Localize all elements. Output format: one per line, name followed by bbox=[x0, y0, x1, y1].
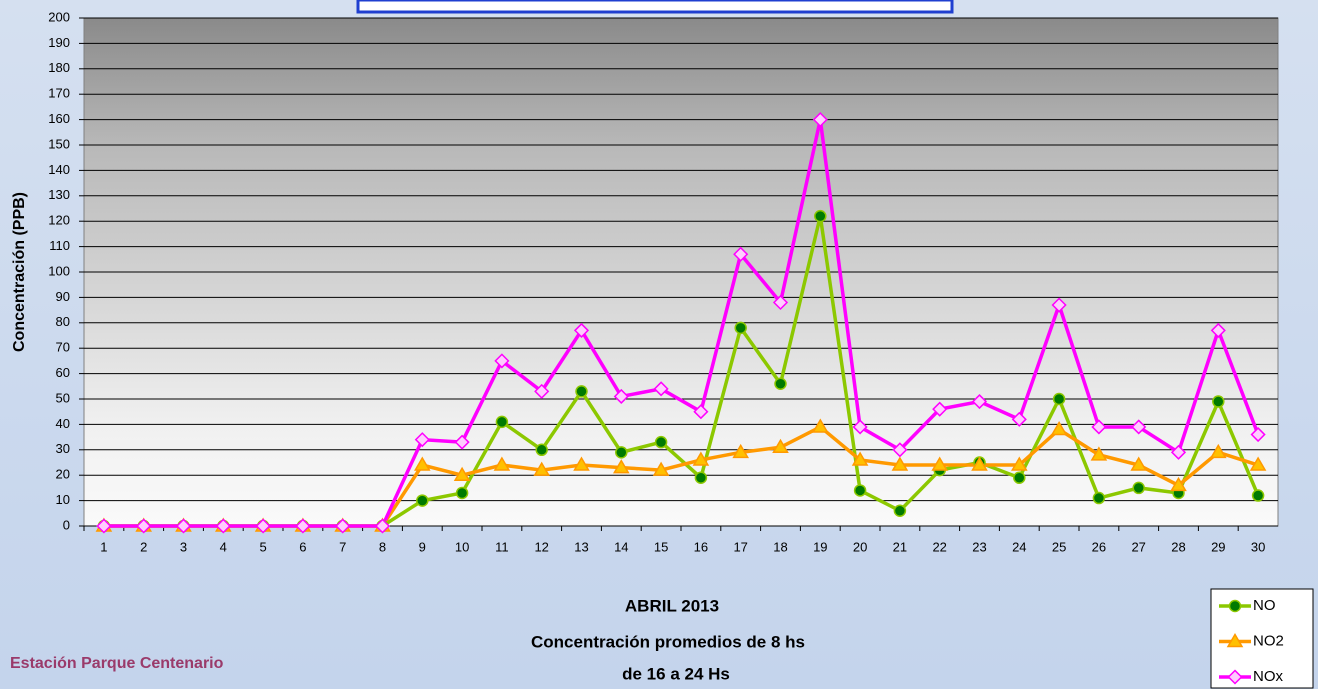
y-tick-label: 70 bbox=[56, 340, 70, 355]
data-point bbox=[1054, 394, 1065, 405]
data-point bbox=[417, 495, 428, 506]
x-tick-label: 21 bbox=[893, 539, 907, 554]
x-tick-label: 3 bbox=[180, 539, 187, 554]
subtitle: de 16 a 24 Hs bbox=[622, 664, 730, 683]
y-tick-label: 150 bbox=[48, 136, 70, 151]
data-point bbox=[1093, 493, 1104, 504]
x-tick-label: 28 bbox=[1171, 539, 1185, 554]
y-tick-label: 60 bbox=[56, 365, 70, 380]
x-tick-label: 13 bbox=[574, 539, 588, 554]
y-tick-label: 50 bbox=[56, 390, 70, 405]
data-point bbox=[656, 437, 667, 448]
y-tick-label: 130 bbox=[48, 187, 70, 202]
x-tick-label: 23 bbox=[972, 539, 986, 554]
chart-title: ABRIL 2013 bbox=[625, 596, 719, 615]
legend-marker bbox=[1230, 601, 1241, 612]
x-tick-label: 25 bbox=[1052, 539, 1066, 554]
x-tick-label: 17 bbox=[733, 539, 747, 554]
y-tick-label: 120 bbox=[48, 213, 70, 228]
y-tick-label: 10 bbox=[56, 492, 70, 507]
x-tick-label: 30 bbox=[1251, 539, 1265, 554]
x-tick-label: 24 bbox=[1012, 539, 1026, 554]
legend-label: NOx bbox=[1253, 668, 1284, 685]
x-tick-label: 8 bbox=[379, 539, 386, 554]
data-point bbox=[616, 447, 627, 458]
y-tick-label: 200 bbox=[48, 9, 70, 24]
x-tick-label: 4 bbox=[220, 539, 227, 554]
data-point bbox=[775, 378, 786, 389]
y-tick-label: 90 bbox=[56, 289, 70, 304]
x-tick-label: 18 bbox=[773, 539, 787, 554]
y-tick-label: 80 bbox=[56, 314, 70, 329]
data-point bbox=[1133, 482, 1144, 493]
y-tick-label: 170 bbox=[48, 86, 70, 101]
x-tick-label: 9 bbox=[419, 539, 426, 554]
data-point bbox=[576, 386, 587, 397]
x-tick-label: 29 bbox=[1211, 539, 1225, 554]
data-point bbox=[735, 322, 746, 333]
data-point bbox=[894, 505, 905, 516]
x-tick-label: 20 bbox=[853, 539, 867, 554]
x-tick-label: 6 bbox=[299, 539, 306, 554]
data-point bbox=[496, 416, 507, 427]
chart: Concentración (PPB) ABRIL 2013 Concentra… bbox=[0, 0, 1318, 689]
x-tick-label: 26 bbox=[1092, 539, 1106, 554]
data-point bbox=[536, 444, 547, 455]
y-tick-label: 100 bbox=[48, 263, 70, 278]
y-tick-label: 180 bbox=[48, 60, 70, 75]
title-box bbox=[358, 0, 952, 12]
data-point bbox=[1213, 396, 1224, 407]
x-tick-label: 7 bbox=[339, 539, 346, 554]
y-tick-label: 140 bbox=[48, 162, 70, 177]
x-tick-label: 27 bbox=[1131, 539, 1145, 554]
data-point bbox=[815, 211, 826, 222]
x-tick-label: 19 bbox=[813, 539, 827, 554]
x-tick-label: 14 bbox=[614, 539, 628, 554]
data-point bbox=[855, 485, 866, 496]
x-tick-label: 22 bbox=[932, 539, 946, 554]
y-tick-label: 110 bbox=[49, 238, 70, 253]
data-point bbox=[1014, 472, 1025, 483]
x-tick-label: 5 bbox=[259, 539, 266, 554]
data-point bbox=[695, 472, 706, 483]
legend-label: NO2 bbox=[1253, 632, 1284, 649]
x-tick-label: 10 bbox=[455, 539, 469, 554]
y-tick-label: 40 bbox=[56, 416, 70, 431]
x-tick-label: 15 bbox=[654, 539, 668, 554]
y-tick-label: 190 bbox=[48, 35, 70, 50]
y-tick-label: 160 bbox=[48, 111, 70, 126]
x-tick-label: 1 bbox=[100, 539, 107, 554]
y-tick-label: 0 bbox=[63, 517, 70, 532]
station-label: Estación Parque Centenario bbox=[10, 655, 224, 672]
subtitle: Concentración promedios de 8 hs bbox=[531, 632, 805, 651]
legend-label: NO bbox=[1253, 597, 1276, 614]
data-point bbox=[457, 487, 468, 498]
x-tick-label: 2 bbox=[140, 539, 147, 554]
y-tick-label: 30 bbox=[56, 441, 70, 456]
x-tick-label: 11 bbox=[495, 539, 509, 554]
y-tick-label: 20 bbox=[56, 467, 70, 482]
x-tick-label: 12 bbox=[534, 539, 548, 554]
data-point bbox=[1253, 490, 1264, 501]
x-tick-label: 16 bbox=[694, 539, 708, 554]
y-axis-label: Concentración (PPB) bbox=[11, 192, 28, 352]
